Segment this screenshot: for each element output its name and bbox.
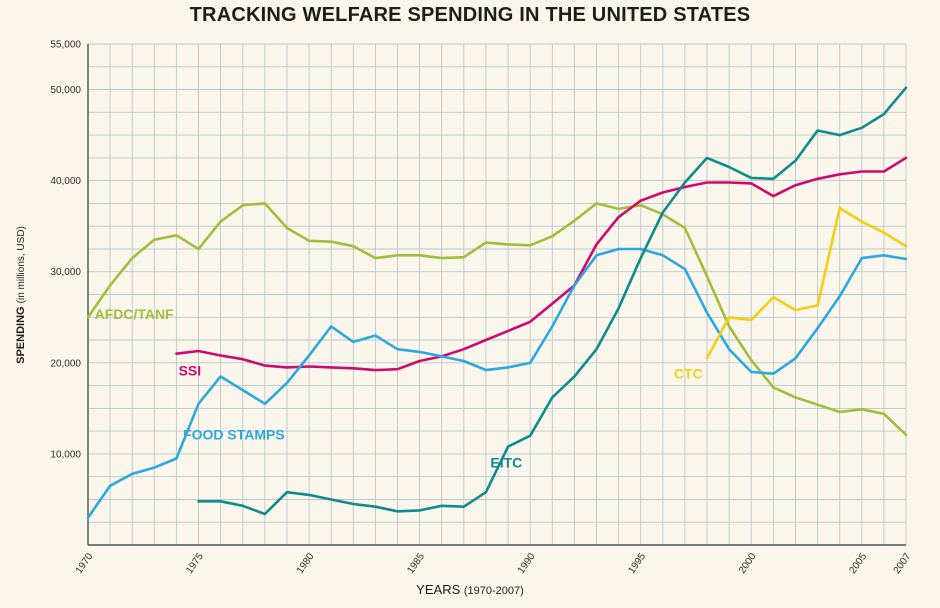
x-axis-title-main: YEARS [416,582,461,597]
x-tick-label: 1975 [184,551,206,576]
y-tick-label: 50,000 [50,85,81,96]
series-label-ssi: SSI [179,363,202,379]
series-line-food-stamps [86,247,908,520]
x-tick-label: 1995 [626,551,648,576]
y-axis-title-sub: (in millions, USD) [16,226,27,304]
x-axis-title: YEARS (1970-2007) [416,582,524,597]
series-label-afdc-tanf: AFDC/TANF [95,306,175,322]
series-label-eitc: EITC [490,455,522,471]
x-tick-label: 1985 [405,551,427,576]
x-tick-label: 1990 [516,551,538,576]
x-axis-title-sub: (1970-2007) [463,585,524,597]
y-tick-label: 30,000 [50,267,81,278]
chart-title: TRACKING WELFARE SPENDING IN THE UNITED … [189,4,751,26]
y-tick-label: 40,000 [50,176,81,187]
series-label-food-stamps: FOOD STAMPS [183,426,285,442]
y-tick-label: 55,000 [50,40,81,51]
series-line-ctc [705,206,908,360]
y-tick-label: 20,000 [50,358,81,369]
y-tick-label: 10,000 [50,449,81,460]
x-tick-label: 1980 [295,551,317,576]
y-axis-title-main: SPENDING [15,306,27,364]
x-tick-label: 2000 [737,551,759,576]
series-line-ssi [175,156,908,372]
series-line-eitc [197,86,908,516]
x-tick-label: 2005 [847,551,869,576]
x-tick-label: 1970 [74,551,96,576]
series-line-afdc-tanf [86,202,908,437]
x-tick-label: 2007 [892,551,914,576]
y-axis-title: SPENDING (in millions, USD) [15,226,27,364]
series-label-ctc: CTC [674,365,703,381]
